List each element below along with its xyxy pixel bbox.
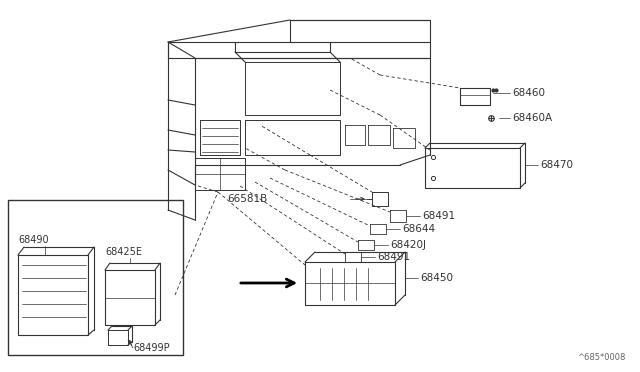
Text: ^685*0008: ^685*0008 bbox=[577, 353, 625, 362]
Text: 68644: 68644 bbox=[402, 224, 435, 234]
Text: 68491: 68491 bbox=[377, 252, 410, 262]
Text: 68470: 68470 bbox=[540, 160, 573, 170]
Text: 68491: 68491 bbox=[422, 211, 455, 221]
Text: 68425E: 68425E bbox=[105, 247, 142, 257]
Text: 68460A: 68460A bbox=[512, 113, 552, 123]
Text: 68499P: 68499P bbox=[133, 343, 170, 353]
Text: 68490: 68490 bbox=[18, 235, 49, 245]
Text: 68460: 68460 bbox=[512, 88, 545, 98]
Text: 68420J: 68420J bbox=[390, 240, 426, 250]
Text: 68450: 68450 bbox=[420, 273, 453, 283]
Text: 66581B: 66581B bbox=[228, 194, 268, 204]
Bar bbox=[8, 200, 183, 355]
